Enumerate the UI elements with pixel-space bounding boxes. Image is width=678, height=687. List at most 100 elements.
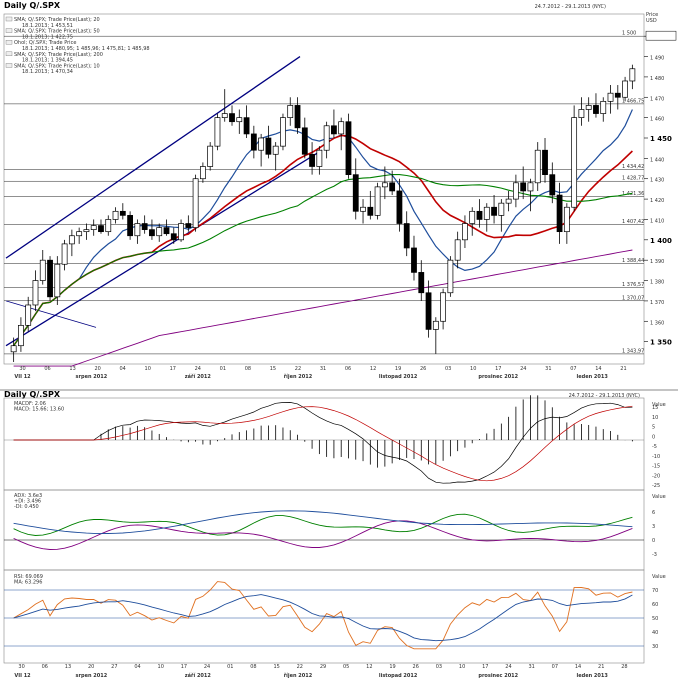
- dmi-panel-frame: [3, 489, 645, 571]
- price-tick-label: 1 470: [650, 96, 664, 102]
- candle: [309, 142, 315, 175]
- candle: [498, 199, 505, 232]
- bottom-x-month-label: srpen 2012: [76, 673, 108, 679]
- candle-body: [534, 149, 541, 184]
- candle-body: [549, 174, 556, 196]
- candle: [556, 182, 563, 244]
- candle: [600, 97, 607, 122]
- axis-header-price: Price: [646, 12, 658, 18]
- trend-channel-lower: [5, 149, 323, 347]
- candle: [90, 219, 97, 236]
- candle: [61, 239, 68, 271]
- candle: [98, 219, 104, 234]
- x-day-label: 31: [320, 366, 326, 372]
- panel2-title: Daily Q/.SPX: [4, 390, 61, 399]
- candle: [578, 97, 585, 126]
- candle-body: [178, 223, 184, 241]
- candle: [512, 174, 519, 208]
- x-month-label: prosinec 2012: [478, 374, 518, 380]
- level-label: 1 466,75: [622, 98, 644, 104]
- x-day-label: 08: [245, 366, 251, 372]
- axis-header-usd: USD: [646, 18, 657, 24]
- candle-body: [250, 133, 257, 151]
- candle: [381, 166, 388, 200]
- price-layer: 1 500 1 466,75 1 434,42 1 428,77 1 421,36 1 4…: [4, 16, 644, 367]
- macd-signal-line: [13, 405, 633, 482]
- candle: [520, 166, 527, 200]
- candle: [469, 207, 476, 236]
- price-tick-label: 1 430: [650, 178, 664, 184]
- candle: [105, 215, 112, 236]
- candle: [18, 317, 24, 352]
- candle-body: [345, 121, 352, 176]
- sma-200-line: [13, 249, 633, 367]
- x-day-label: 14: [595, 366, 601, 372]
- x-month-label: září 2012: [185, 373, 212, 380]
- candle-body: [556, 194, 563, 233]
- candle-body: [563, 206, 570, 233]
- macd-legend-text: MACD: 15.66; 13.60: [14, 407, 64, 413]
- rsi-legend-text: RSI: 69.069: [14, 574, 43, 580]
- bottom-x-day-label: 01: [227, 664, 233, 670]
- candle-body: [134, 223, 141, 237]
- candle-body: [338, 121, 345, 135]
- candle-body: [360, 206, 366, 212]
- x-day-label: 15: [270, 366, 276, 372]
- level-label: 1 434,42: [622, 164, 644, 170]
- candle-body: [425, 292, 432, 330]
- candle: [229, 105, 235, 126]
- candle: [614, 85, 621, 110]
- candle-body: [476, 210, 483, 220]
- candle-body: [607, 92, 614, 102]
- bottom-x-month-label: leden 2013: [577, 673, 609, 679]
- sma-10-line: [13, 109, 633, 347]
- candle: [119, 203, 126, 220]
- dmi-plus-line: [13, 513, 633, 536]
- bottom-x-day-label: 31: [528, 664, 534, 670]
- candle: [593, 93, 599, 118]
- x-month-label: VII 12: [14, 374, 31, 380]
- candle: [32, 270, 39, 312]
- level-label: 1 428,77: [622, 176, 644, 182]
- legend-swatch: [5, 40, 13, 45]
- macd-unit-label: Value: [652, 402, 666, 408]
- candle-body: [90, 225, 97, 230]
- price-tick-label: 1 440: [650, 157, 664, 163]
- candle: [221, 89, 228, 122]
- price-tick-label: 1 380: [650, 280, 664, 286]
- candle-body: [396, 190, 403, 224]
- bottom-x-day-label: 24: [505, 664, 511, 670]
- candle-body: [61, 243, 68, 265]
- level-label: 1 376,57: [622, 282, 644, 288]
- candle-body: [18, 324, 24, 347]
- candle: [134, 219, 141, 244]
- current-price-box: [645, 30, 677, 41]
- x-day-label: 12: [370, 366, 376, 372]
- candle: [25, 296, 32, 332]
- bottom-x-month-label: listopad 2012: [379, 673, 418, 679]
- candle: [178, 219, 184, 242]
- legend-text: 18.1.2013; 1 470,34: [22, 69, 73, 75]
- candle-body: [629, 68, 636, 82]
- candle: [10, 337, 17, 362]
- level-label: 1 343,97: [622, 348, 644, 354]
- candle: [622, 76, 628, 102]
- rsi-line: [13, 581, 633, 650]
- candle-body: [323, 125, 330, 151]
- candle: [389, 170, 396, 196]
- candle-body: [600, 100, 607, 114]
- bottom-x-day-label: 07: [552, 664, 558, 670]
- level-label: 1 421,36: [622, 191, 644, 197]
- rsi-tick-label: 30: [652, 644, 658, 650]
- level-label: 1 370,07: [622, 295, 644, 301]
- candle: [149, 219, 155, 240]
- candle-body: [265, 137, 272, 155]
- candle: [338, 117, 345, 151]
- candle-body: [403, 223, 410, 249]
- price-tick-label: 1 410: [650, 218, 664, 224]
- candle-body: [25, 304, 32, 326]
- x-day-label: 21: [620, 366, 626, 372]
- legend-text: 18.1.2013; 1 480,95; 1 485,96; 1 475,81;…: [22, 46, 150, 52]
- x-day-label: 04: [119, 366, 125, 372]
- macd-tick-label: -20: [652, 473, 660, 479]
